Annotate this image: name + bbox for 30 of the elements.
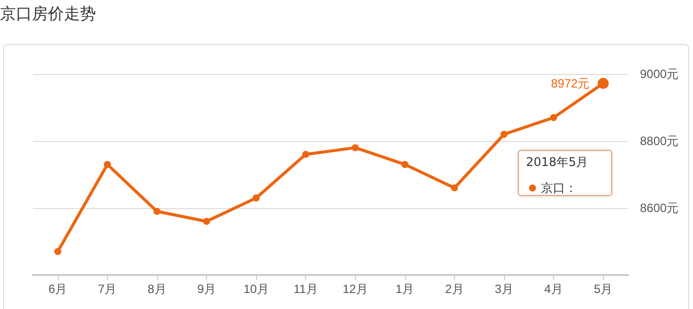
chart-title: 京口房价走势	[0, 4, 96, 25]
x-tick-label: 7月	[98, 282, 117, 296]
point	[54, 248, 62, 256]
point	[550, 114, 558, 122]
x-tick-label: 10月	[243, 282, 269, 296]
x-tick-label: 12月	[342, 282, 368, 296]
x-tick-label: 11月	[293, 282, 318, 296]
point	[352, 144, 359, 152]
point	[153, 208, 160, 215]
point	[401, 160, 408, 168]
y-tick-label: 8600元	[640, 201, 679, 215]
annotation: 2018年5月	[526, 154, 588, 171]
x-tick-label: 3月	[494, 282, 514, 296]
point	[302, 150, 310, 158]
x-tick-label: 9月	[197, 282, 216, 296]
y-tick-label: 8800元	[640, 134, 679, 148]
point	[252, 194, 260, 202]
legend-label: 京口：	[541, 181, 577, 195]
x-tick-label: 5月	[594, 282, 613, 296]
x-tick-label: 2月	[445, 282, 464, 296]
x-tick-label: 4月	[544, 282, 563, 296]
data-label: 8972元	[551, 76, 590, 90]
x-tick-label: 8月	[148, 282, 166, 296]
point	[450, 184, 458, 192]
point	[203, 218, 210, 225]
point	[104, 160, 111, 168]
x-tick-label: 6月	[48, 282, 68, 296]
y-tick-label: 9000元	[640, 67, 679, 81]
point	[500, 130, 508, 138]
x-tick-label: 1月	[396, 282, 414, 296]
